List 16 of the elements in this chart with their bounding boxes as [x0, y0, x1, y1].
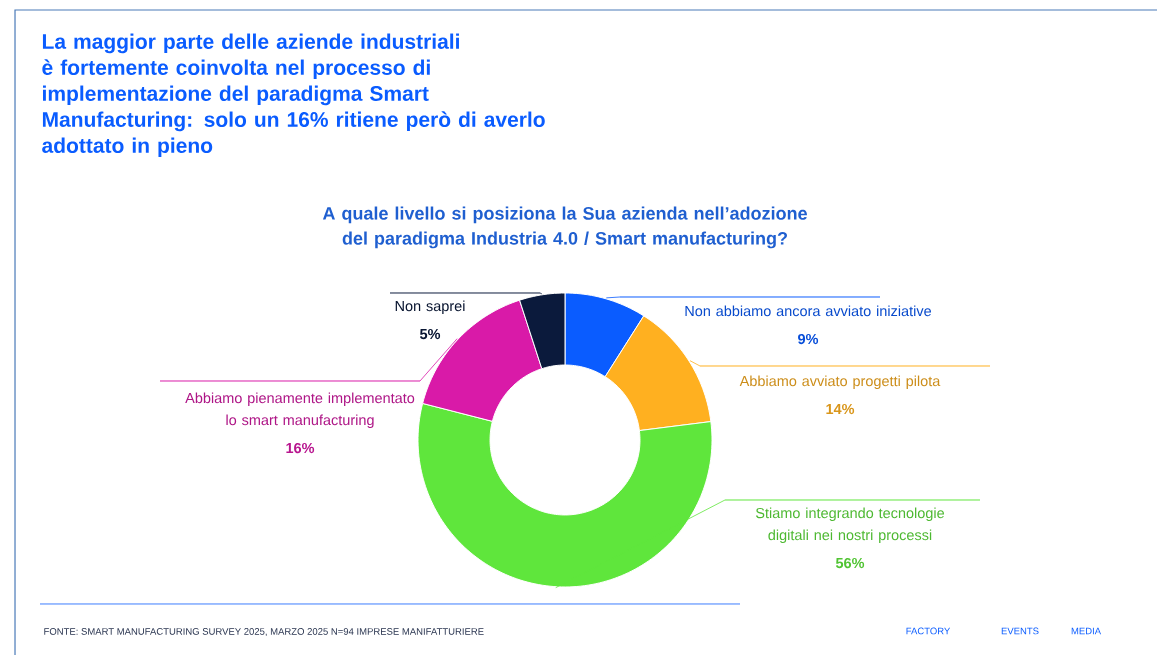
- data-label: 9%: [798, 333, 819, 345]
- text: FACTORY: [906, 627, 951, 635]
- text: MEDIA: [1071, 627, 1102, 635]
- text: EVENTS: [1001, 627, 1039, 635]
- slice-label: Abbiamo avviato progetti pilota: [739, 375, 941, 390]
- data-label: 14%: [826, 403, 855, 415]
- chart-title: La maggior parte delle aziende industriali è fortemente coinvolta nel processo di implementazione del paradigma Smart Manufacturing: solo un 16% ritiene però di averlo adottato in pieno: [42, 33, 545, 158]
- slice-label: Stiamo integrando tecnologie digitali nei nostri processi: [755, 507, 945, 544]
- data-label: 56%: [835, 557, 865, 569]
- data-label: 16%: [286, 442, 315, 454]
- slice-label: Non abbiamo ancora avviato iniziative: [685, 305, 932, 317]
- source-note: FONTE: SMART MANUFACTURING SURVEY 2025, MARZO 2025 N=94 IMPRESE MANIFATTURIERE: [44, 628, 484, 636]
- slice-label: Abbiamo pienamente implementato lo smart manufacturing: [185, 392, 415, 429]
- chart-subtitle: A quale livello si posiziona la Sua azienda nell’adozione del paradigma Industria 4.0 / Smart manufacturing?: [322, 206, 807, 249]
- slice-label: Non saprei: [395, 300, 465, 315]
- data-label: 5%: [419, 328, 441, 340]
